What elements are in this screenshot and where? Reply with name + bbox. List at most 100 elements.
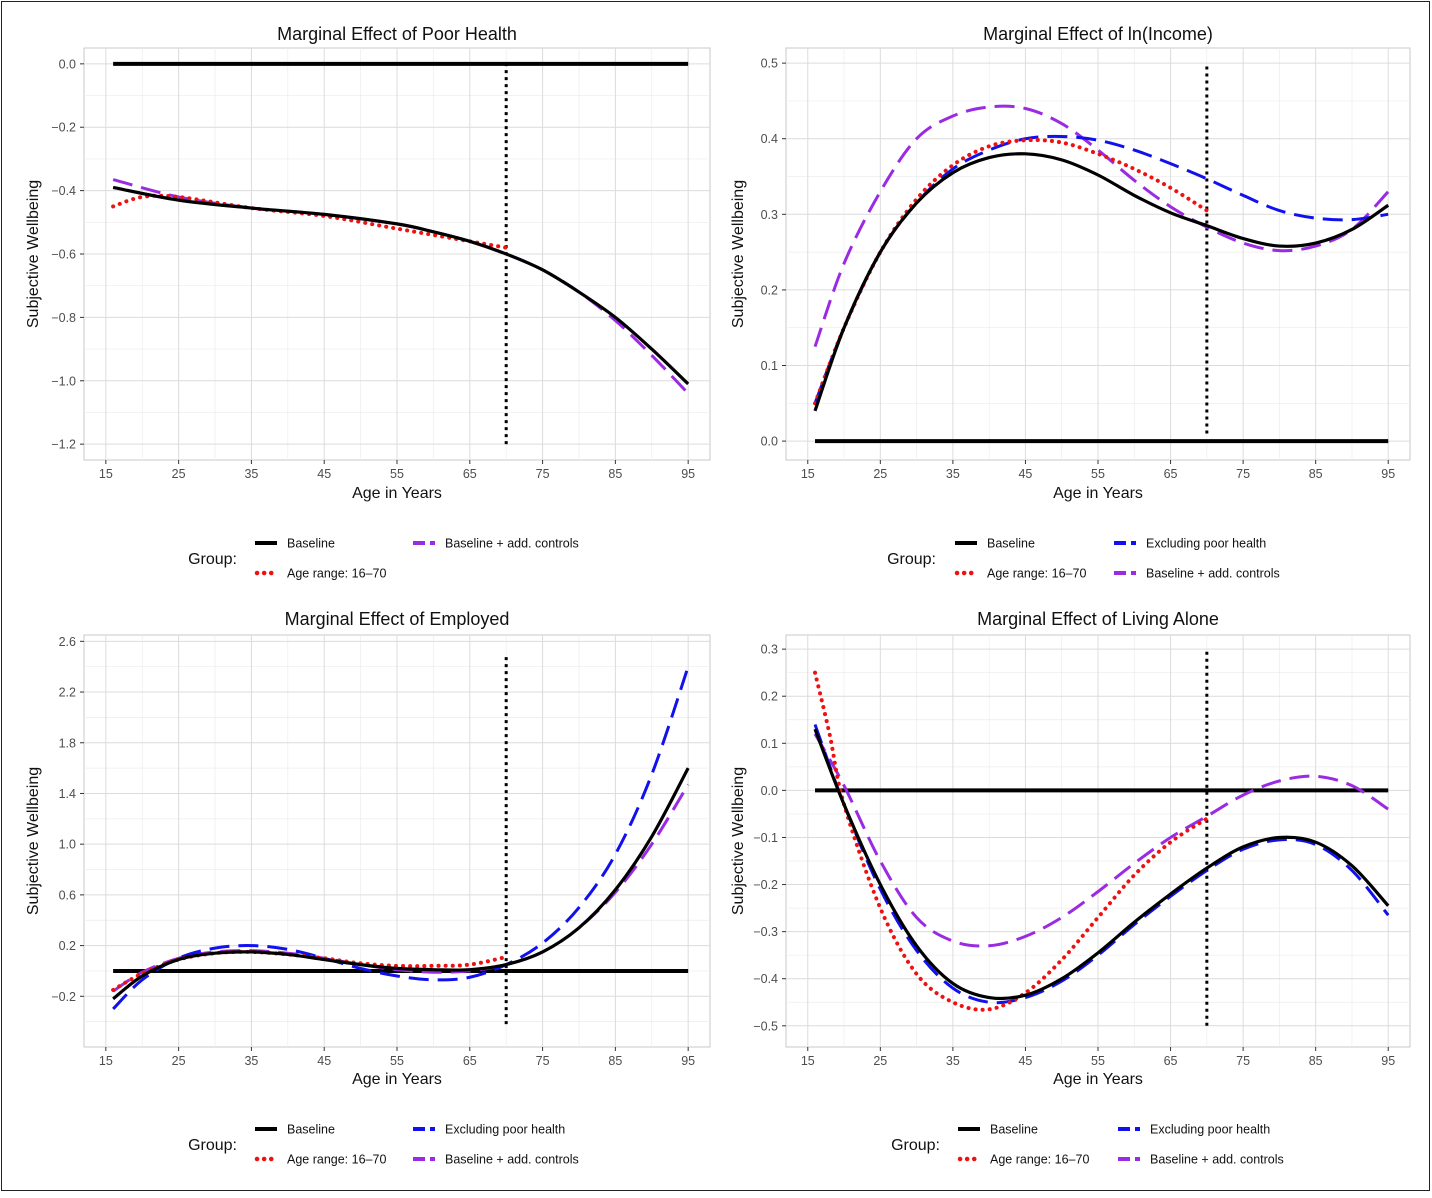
y-tick-label: 1.0 <box>59 838 76 852</box>
x-tick-label: 95 <box>681 467 695 481</box>
series-line-baseline <box>112 185 690 386</box>
panel-2: 15 25 35 45 55 65 75 85 95 0.0 0.1 0.2 0.3 0.4 0.5 Marg… <box>730 24 1411 581</box>
x-tick-label: 35 <box>244 467 258 481</box>
x-tick-label: 75 <box>1236 1054 1250 1068</box>
legend-item-age-range: Age range: 16–70 <box>954 567 1086 581</box>
grid-major: 15 25 35 45 55 65 75 85 95 0.0 −0.2 −0.4 −0.6 −0.8 −1.… <box>51 48 710 481</box>
series-line-age-range <box>111 193 509 250</box>
legend-label: Excluding poor health <box>1146 537 1266 551</box>
legend-group-label: Group: <box>188 1137 237 1154</box>
series-line-excluding <box>813 723 1390 1005</box>
legend-label: Baseline <box>987 537 1035 551</box>
legend-item-baseline: Baseline <box>255 537 335 551</box>
y-tick-label: 2.2 <box>59 686 76 700</box>
y-tick-label: 0.1 <box>761 737 778 751</box>
y-tick-label: 0.3 <box>761 643 778 657</box>
legend-item-excluding: Excluding poor health <box>413 1123 565 1137</box>
x-axis-label: Age in Years <box>1053 485 1143 502</box>
y-tick-label: 1.4 <box>59 787 76 801</box>
x-tick-label: 25 <box>873 1054 887 1068</box>
y-tick-label: −0.2 <box>51 121 76 135</box>
legend-label: Baseline + add. controls <box>445 537 579 551</box>
legend-item-baseline: Baseline <box>955 537 1035 551</box>
legend-label: Baseline + add. controls <box>1146 567 1280 581</box>
x-tick-label: 55 <box>390 467 404 481</box>
y-tick-label: 0.4 <box>761 132 778 146</box>
x-tick-label: 75 <box>1236 467 1250 481</box>
legend-item-add-controls: Baseline + add. controls <box>1114 567 1280 581</box>
x-tick-label: 15 <box>801 1054 815 1068</box>
x-tick-label: 55 <box>1091 1054 1105 1068</box>
x-tick-label: 35 <box>244 1054 258 1068</box>
legend-label: Age range: 16–70 <box>990 1153 1089 1167</box>
panel-3: 15 25 35 45 55 65 75 85 95 2.6 2.2 1.8 1.4 1.0 0.6 0.2 −… <box>25 609 711 1167</box>
x-tick-label: 65 <box>463 467 477 481</box>
y-tick-label: 0.5 <box>761 57 778 71</box>
y-tick-label: −0.4 <box>753 972 778 986</box>
x-tick-label: 95 <box>1381 1054 1395 1068</box>
series-line-baseline <box>813 728 1390 1001</box>
series-line-excluding <box>112 666 690 1011</box>
x-tick-label: 85 <box>1309 467 1323 481</box>
x-tick-label: 55 <box>1091 467 1105 481</box>
x-tick-label: 55 <box>390 1054 404 1068</box>
legend-group-label: Group: <box>188 551 237 568</box>
chart-title: Marginal Effect of Poor Health <box>277 24 517 44</box>
x-tick-label: 45 <box>317 1054 331 1068</box>
legend-item-add-controls: Baseline + add. controls <box>413 1153 579 1167</box>
legend: Group: Baseline Excluding poor health Age r… <box>188 1123 579 1167</box>
legend: Group: Baseline Excluding poor health Age r… <box>887 537 1280 581</box>
x-tick-label: 85 <box>1309 1054 1323 1068</box>
panel-1: 15 25 35 45 55 65 75 85 95 0.0 −0.2 −0.4 −0.6 −0.8 −1.… <box>25 24 711 581</box>
x-tick-label: 45 <box>1018 1054 1032 1068</box>
legend: Group: Baseline Excluding poor health Age r… <box>891 1123 1284 1167</box>
x-tick-label: 45 <box>317 467 331 481</box>
x-tick-label: 85 <box>608 467 622 481</box>
legend-label: Age range: 16–70 <box>287 1153 386 1167</box>
series-line-baseline <box>112 767 690 1001</box>
legend-item-baseline: Baseline <box>255 1123 335 1137</box>
x-tick-label: 25 <box>873 467 887 481</box>
x-tick-label: 25 <box>172 1054 186 1068</box>
y-tick-label: 0.0 <box>761 435 778 449</box>
x-tick-label: 35 <box>946 1054 960 1068</box>
y-tick-label: −0.6 <box>51 248 76 262</box>
legend-item-add-controls: Baseline + add. controls <box>413 537 579 551</box>
y-tick-label: −0.2 <box>753 878 778 892</box>
x-axis-label: Age in Years <box>352 485 442 502</box>
y-axis-label: Subjective Wellbeing <box>730 767 747 915</box>
y-tick-label: 0.6 <box>59 888 76 902</box>
series-line-add-controls <box>813 104 1390 348</box>
y-tick-label: −0.5 <box>753 1019 778 1033</box>
y-tick-label: 2.6 <box>59 635 76 649</box>
legend-label: Baseline + add. controls <box>445 1153 579 1167</box>
y-tick-label: −0.2 <box>51 990 76 1004</box>
legend-group-label: Group: <box>887 551 936 568</box>
legend: Group: Baseline Baseline + add. controls Ag… <box>188 537 579 581</box>
chart-title: Marginal Effect of ln(Income) <box>983 24 1213 44</box>
legend-label: Baseline <box>287 1123 335 1137</box>
y-axis-label: Subjective Wellbeing <box>25 180 42 328</box>
x-axis-label: Age in Years <box>1053 1071 1143 1088</box>
x-tick-label: 25 <box>172 467 186 481</box>
y-tick-label: 0.2 <box>761 283 778 297</box>
y-axis-label: Subjective Wellbeing <box>25 767 42 915</box>
y-tick-label: −0.4 <box>51 184 76 198</box>
series-line-baseline <box>813 152 1390 412</box>
legend-label: Baseline + add. controls <box>1150 1153 1284 1167</box>
x-tick-label: 15 <box>99 467 113 481</box>
y-tick-label: −1.2 <box>51 438 76 452</box>
legend-item-age-range: Age range: 16–70 <box>254 1153 386 1167</box>
x-tick-label: 75 <box>536 1054 550 1068</box>
chart-title: Marginal Effect of Employed <box>285 609 510 629</box>
x-tick-label: 45 <box>1018 467 1032 481</box>
x-tick-label: 95 <box>1381 467 1395 481</box>
y-tick-label: 1.8 <box>59 736 76 750</box>
grid-major: 15 25 35 45 55 65 75 85 95 2.6 2.2 1.8 1.4 1.0 0.6 0.2 −… <box>51 635 710 1068</box>
x-tick-label: 65 <box>1164 467 1178 481</box>
x-tick-label: 65 <box>463 1054 477 1068</box>
series-line-add-controls <box>813 733 1390 948</box>
legend-label: Age range: 16–70 <box>987 567 1086 581</box>
